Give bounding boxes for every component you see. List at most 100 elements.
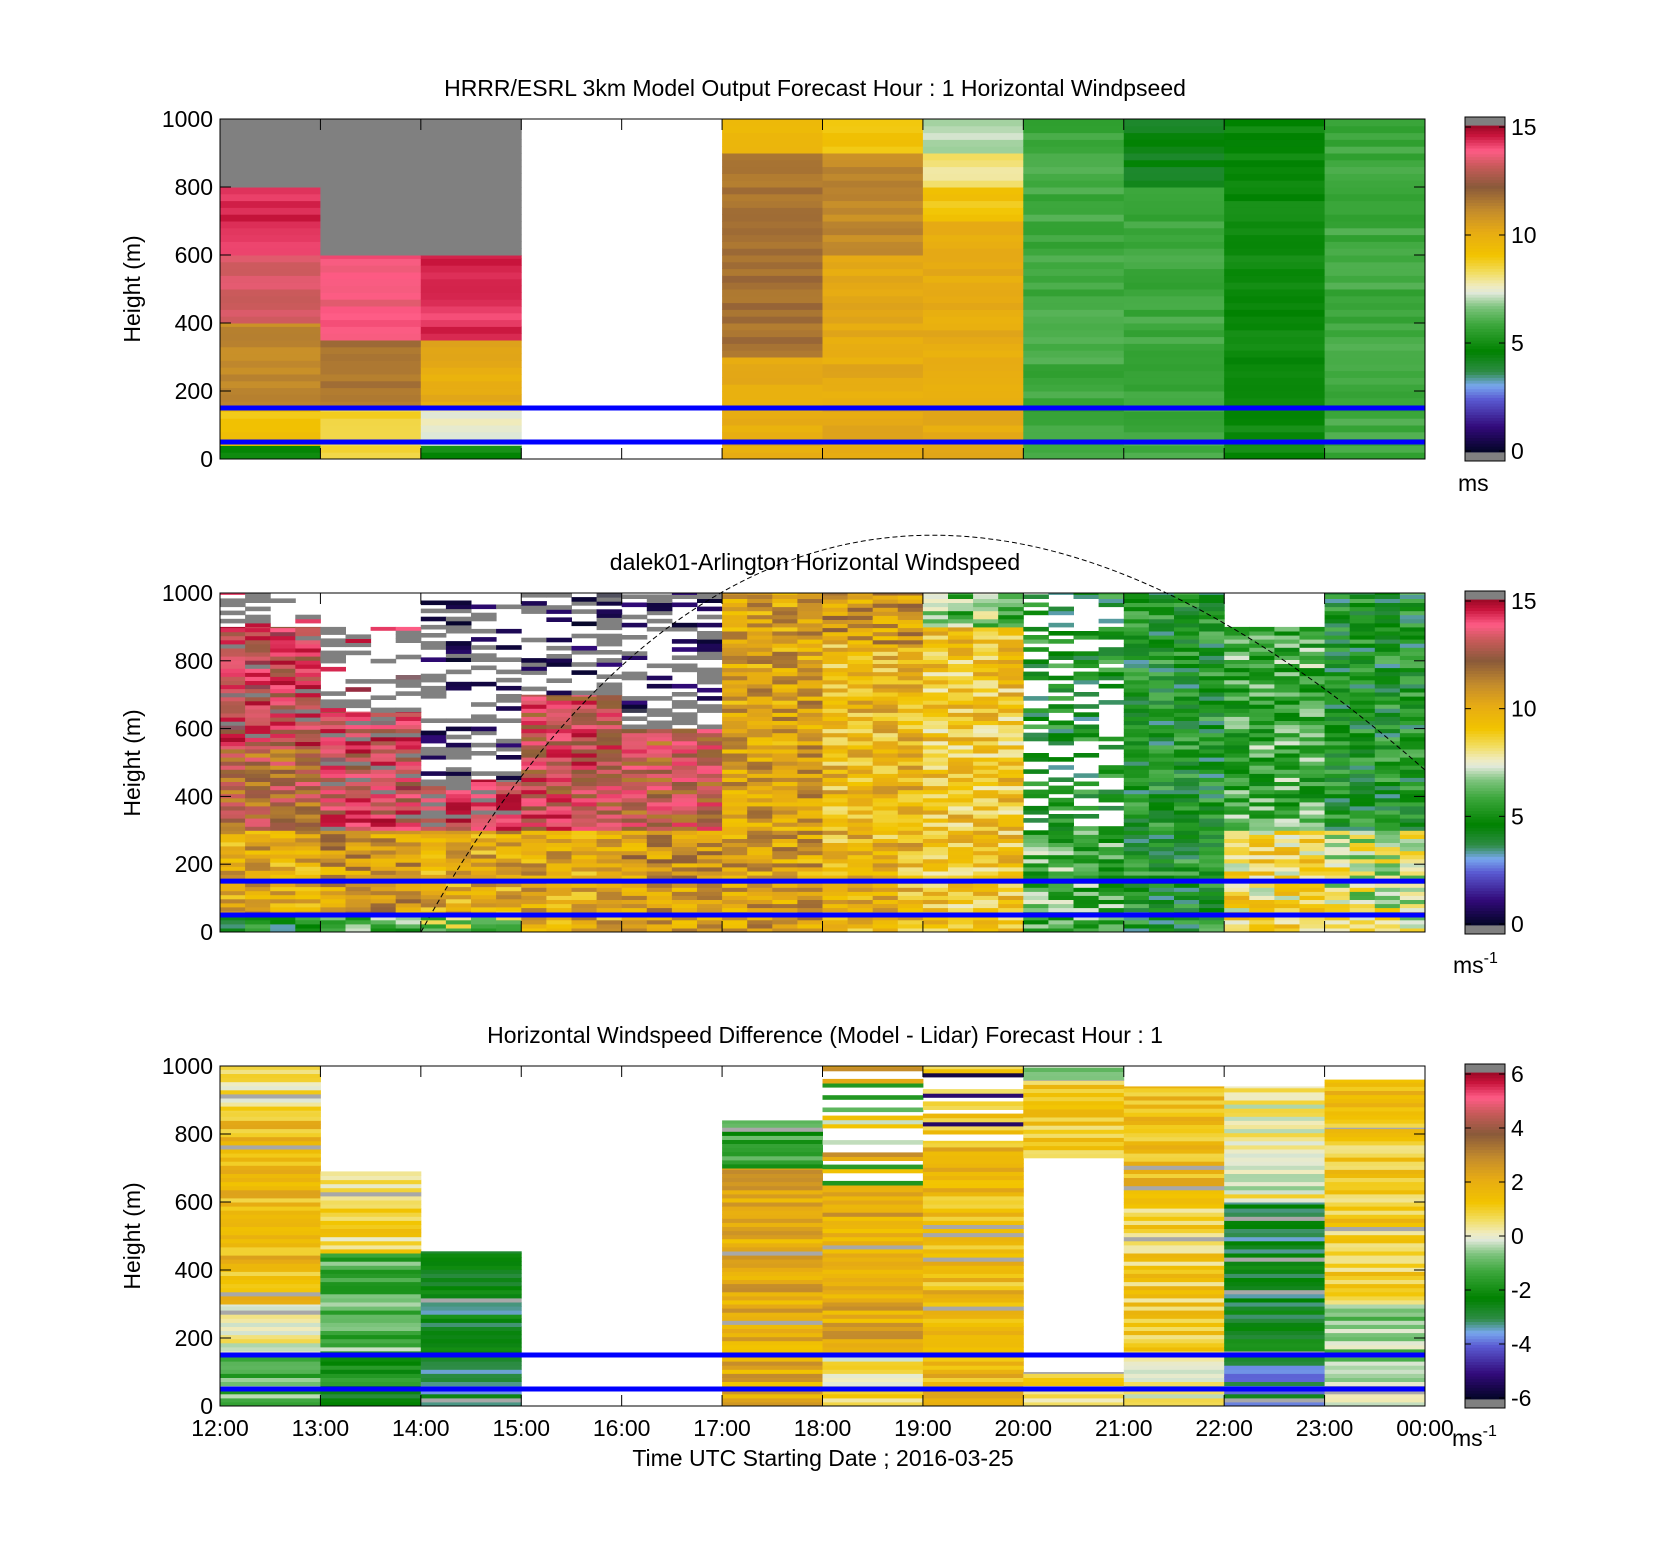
- heatmap-cell: [646, 598, 673, 603]
- heatmap-cell: [822, 452, 924, 460]
- heatmap-cell: [621, 622, 648, 628]
- heatmap-cell: [1098, 797, 1125, 803]
- heatmap-cell: [521, 736, 547, 742]
- heatmap-cell: [1249, 724, 1275, 730]
- heatmap-cell: [320, 360, 422, 368]
- heatmap-cell: [546, 732, 572, 738]
- heatmap-cell: [370, 894, 397, 900]
- heatmap-cell: [345, 740, 372, 746]
- heatmap-cell: [1274, 785, 1300, 791]
- heatmap-cell: [872, 907, 899, 913]
- heatmap-cell: [1349, 777, 1376, 782]
- heatmap-cell: [722, 153, 823, 161]
- colorbar-segment: [1465, 248, 1505, 253]
- heatmap-cell: [1224, 675, 1250, 681]
- heatmap-cell: [1148, 679, 1175, 685]
- heatmap-cell: [220, 295, 321, 304]
- heatmap-cell: [1349, 875, 1376, 880]
- heatmap-cell: [973, 871, 999, 876]
- heatmap-cell: [496, 858, 522, 863]
- heatmap-cell: [571, 830, 598, 835]
- heatmap-cell: [1399, 631, 1426, 636]
- heatmap-cell: [1148, 651, 1175, 656]
- heatmap-cell: [847, 607, 874, 612]
- heatmap-cell: [1224, 234, 1326, 242]
- heatmap-cell: [722, 1377, 823, 1382]
- heatmap-cell: [1324, 255, 1426, 263]
- heatmap-cell: [345, 870, 372, 875]
- heatmap-cell: [1274, 862, 1300, 868]
- heatmap-cell: [897, 663, 924, 669]
- heatmap-cell: [546, 842, 572, 848]
- heatmap-cell: [1073, 903, 1100, 909]
- heatmap-cell: [722, 712, 748, 717]
- heatmap-cell: [621, 842, 648, 848]
- heatmap-cell: [1399, 822, 1426, 827]
- heatmap-cell: [697, 866, 723, 872]
- heatmap-cell: [1274, 769, 1300, 774]
- heatmap-cell: [747, 875, 773, 880]
- heatmap-cell: [1224, 862, 1250, 868]
- heatmap-cell: [747, 593, 773, 595]
- heatmap-cell: [922, 1187, 1024, 1193]
- heatmap-cell: [1224, 1346, 1326, 1352]
- heatmap-cell: [1374, 842, 1401, 848]
- heatmap-cell: [646, 846, 673, 852]
- heatmap-cell: [1349, 810, 1376, 815]
- heatmap-cell: [1324, 602, 1351, 608]
- heatmap-cell: [220, 401, 321, 409]
- heatmap-cell: [822, 728, 849, 734]
- heatmap-cell: [395, 753, 422, 758]
- panel-lidar-heatmap: [220, 593, 1426, 933]
- heatmap-cell: [1374, 655, 1401, 660]
- heatmap-cell: [1023, 899, 1049, 905]
- heatmap-cell: [345, 785, 372, 791]
- heatmap-cell: [621, 818, 648, 823]
- heatmap-cell: [395, 683, 422, 688]
- heatmap-cell: [1148, 781, 1175, 787]
- heatmap-cell: [596, 757, 623, 762]
- heatmap-cell: [822, 732, 849, 738]
- heatmap-cell: [320, 1195, 422, 1201]
- heatmap-cell: [847, 907, 874, 913]
- heatmap-cell: [1174, 822, 1200, 827]
- heatmap-cell: [1123, 1153, 1225, 1158]
- heatmap-cell: [1249, 765, 1275, 770]
- heatmap-cell: [973, 875, 999, 880]
- heatmap-cell: [822, 724, 849, 730]
- heatmap-cell: [1148, 720, 1175, 726]
- heatmap-cell: [772, 700, 798, 705]
- heatmap-cell: [445, 822, 472, 827]
- heatmap-cell: [1249, 801, 1275, 807]
- heatmap-cell: [345, 882, 372, 888]
- colorbar-segment: [1465, 828, 1505, 832]
- heatmap-cell: [1174, 846, 1200, 852]
- heatmap-cell: [948, 899, 974, 905]
- heatmap-cell: [320, 818, 346, 823]
- heatmap-cell: [521, 899, 547, 905]
- heatmap-cell: [496, 805, 522, 811]
- heatmap-cell: [722, 1295, 823, 1301]
- heatmap-cell: [1123, 692, 1150, 697]
- heatmap-cell: [1324, 712, 1351, 717]
- heatmap-cell: [420, 214, 522, 222]
- heatmap-cell: [1399, 708, 1426, 713]
- colorbar-segment: [1465, 334, 1505, 339]
- heatmap-cell: [1199, 647, 1225, 652]
- heatmap-cell: [1224, 679, 1250, 685]
- heatmap-cell: [420, 1361, 522, 1366]
- heatmap-cell: [220, 1365, 321, 1370]
- heatmap-cell: [1324, 316, 1426, 324]
- heatmap-cell: [697, 927, 723, 933]
- heatmap-cell: [1199, 887, 1225, 892]
- heatmap-cell: [1299, 858, 1326, 864]
- heatmap-cell: [295, 919, 321, 925]
- heatmap-cell: [220, 858, 246, 863]
- heatmap-cell: [1399, 858, 1426, 864]
- heatmap-cell: [722, 626, 748, 632]
- heatmap-cell: [872, 683, 899, 689]
- heatmap-cell: [1148, 842, 1175, 848]
- heatmap-cell: [772, 606, 798, 612]
- heatmap-cell: [1399, 659, 1426, 664]
- heatmap-cell: [395, 654, 422, 660]
